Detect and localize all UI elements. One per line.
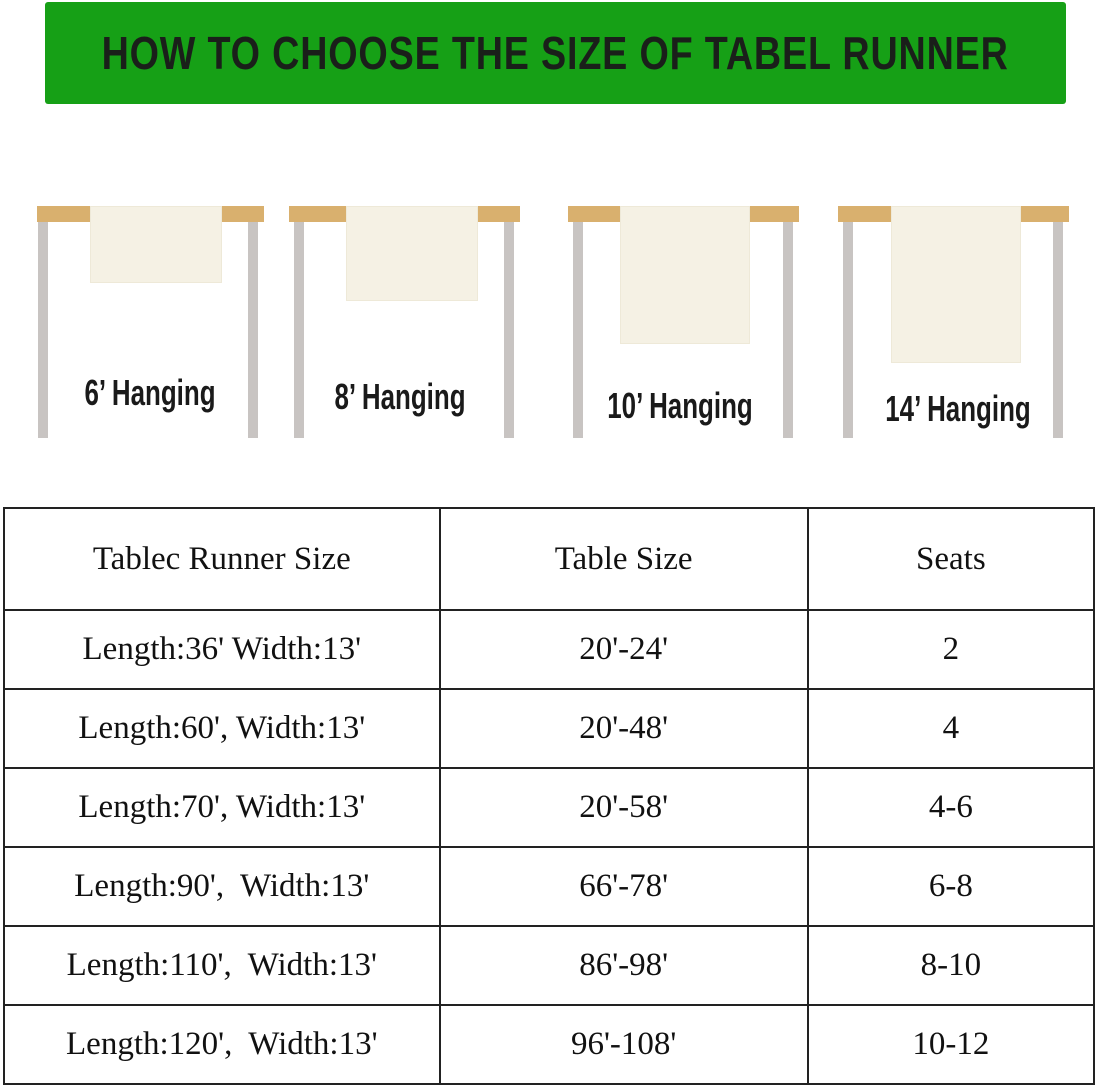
runner-size-cell: Length:120', Width:13' bbox=[3, 1004, 441, 1085]
header-runner-size: Tablec Runner Size bbox=[3, 507, 441, 611]
runner-size-cell: Length:110', Width:13' bbox=[3, 925, 441, 1006]
table-leg bbox=[504, 222, 514, 438]
table-row: Length:120', Width:13' 96'-108' 10-12 bbox=[3, 1004, 1096, 1085]
table-leg bbox=[843, 222, 853, 438]
table-header-row: Tablec Runner Size Table Size Seats bbox=[3, 507, 1096, 611]
seats-cell: 10-12 bbox=[806, 1004, 1096, 1085]
seats-cell: 6-8 bbox=[806, 846, 1096, 927]
header-seats: Seats bbox=[806, 507, 1096, 611]
table-leg bbox=[248, 222, 258, 438]
seats-cell: 8-10 bbox=[806, 925, 1096, 1006]
table-row: Length:110', Width:13' 86'-98' 8-10 bbox=[3, 925, 1096, 1006]
hanging-label: 6’ Hanging bbox=[84, 372, 216, 413]
hanging-label: 14’ Hanging bbox=[885, 388, 1031, 429]
table-row: Length:70', Width:13' 20'-58' 4-6 bbox=[3, 767, 1096, 848]
title-banner: HOW TO CHOOSE THE SIZE OF TABEL RUNNER bbox=[45, 2, 1066, 104]
seats-cell: 4-6 bbox=[806, 767, 1096, 848]
table-size-cell: 86'-98' bbox=[438, 925, 809, 1006]
table-leg bbox=[294, 222, 304, 438]
table-illustration-14 bbox=[838, 206, 1069, 438]
table-size-cell: 20'-48' bbox=[438, 688, 809, 769]
hanging-label: 8’ Hanging bbox=[334, 376, 466, 417]
size-table: Tablec Runner Size Table Size Seats Leng… bbox=[3, 507, 1096, 1085]
runner bbox=[346, 206, 478, 301]
seats-cell: 2 bbox=[806, 609, 1096, 690]
table-row: Length:36' Width:13' 20'-24' 2 bbox=[3, 609, 1096, 690]
table-illustration-6 bbox=[37, 206, 264, 438]
runner bbox=[90, 206, 222, 283]
runner-size-cell: Length:60', Width:13' bbox=[3, 688, 441, 769]
table-leg bbox=[38, 222, 48, 438]
runner-size-cell: Length:90', Width:13' bbox=[3, 846, 441, 927]
runner-size-cell: Length:70', Width:13' bbox=[3, 767, 441, 848]
table-size-cell: 96'-108' bbox=[438, 1004, 809, 1085]
table-illustration-10 bbox=[568, 206, 799, 438]
table-row: Length:60', Width:13' 20'-48' 4 bbox=[3, 688, 1096, 769]
runner bbox=[620, 206, 750, 344]
table-leg bbox=[783, 222, 793, 438]
seats-cell: 4 bbox=[806, 688, 1096, 769]
table-row: Length:90', Width:13' 66'-78' 6-8 bbox=[3, 846, 1096, 927]
runner-size-cell: Length:36' Width:13' bbox=[3, 609, 441, 690]
table-size-cell: 20'-24' bbox=[438, 609, 809, 690]
header-table-size: Table Size bbox=[438, 507, 809, 611]
table-size-cell: 66'-78' bbox=[438, 846, 809, 927]
title: HOW TO CHOOSE THE SIZE OF TABEL RUNNER bbox=[101, 27, 1010, 79]
runner bbox=[891, 206, 1021, 363]
table-illustration-8 bbox=[289, 206, 520, 438]
hanging-label: 10’ Hanging bbox=[607, 385, 753, 426]
table-leg bbox=[1053, 222, 1063, 438]
table-leg bbox=[573, 222, 583, 438]
table-size-cell: 20'-58' bbox=[438, 767, 809, 848]
